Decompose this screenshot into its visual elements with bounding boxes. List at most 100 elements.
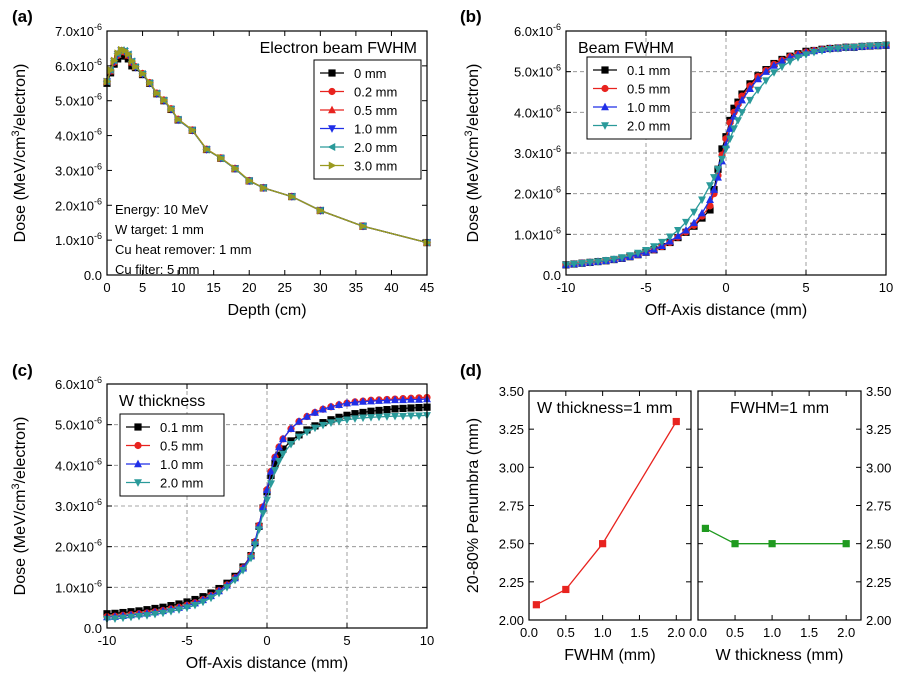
data-point — [786, 58, 794, 66]
data-point — [562, 585, 570, 594]
x-axis-label: W thickness (mm) — [716, 647, 844, 664]
y-tick-label: 7.0x10-6 — [55, 22, 102, 39]
data-point — [407, 412, 415, 421]
subplot-title: FWHM=1 mm — [730, 400, 829, 417]
data-point — [618, 254, 626, 262]
series-line — [536, 421, 677, 606]
x-axis-label: Off-Axis distance (mm) — [645, 302, 807, 319]
data-point — [343, 411, 351, 419]
data-point — [125, 50, 133, 58]
data-point — [698, 208, 706, 217]
data-point — [730, 104, 738, 112]
y-tick-label: 4.0x10-6 — [514, 103, 561, 120]
data-point — [594, 258, 602, 266]
data-point — [335, 413, 343, 421]
y-tick-label-right: 3.25 — [866, 422, 891, 437]
y-axis-label: Dose (MeV/cm3/electron) — [10, 417, 29, 596]
data-point — [359, 414, 367, 423]
data-point — [754, 86, 762, 95]
data-point — [834, 45, 842, 53]
subplot-1: 0.0 0.5 1.0 1.5 2.0 2.00 2.25 2.50 2.75 3.00 3.25 3… — [499, 384, 692, 664]
data-point — [726, 124, 734, 132]
x-tick-label: 20 — [242, 280, 256, 295]
panel-b: (b) -10 -5 0 5 10 0.0 1.0x10-6 2.0x10-6 3.0x10-6 4… — [460, 7, 893, 319]
data-point — [858, 43, 866, 51]
data-point — [690, 208, 698, 217]
data-point — [288, 192, 297, 201]
y-tick-label: 1.0x10-6 — [514, 225, 561, 242]
x-tick-label: -10 — [98, 633, 117, 648]
y-tick-label: 0.0 — [84, 268, 102, 283]
data-point — [570, 260, 578, 269]
data-point — [311, 424, 319, 433]
y-tick-label-right: 3.50 — [866, 384, 891, 399]
data-point — [275, 442, 283, 451]
data-point — [706, 206, 714, 214]
y-axis-label: Dose (MeV/cm3/electron) — [10, 64, 29, 243]
legend-marker — [328, 69, 336, 77]
legend-label: 3.0 mm — [354, 159, 397, 174]
plot-frame — [565, 30, 887, 276]
legend-label: 1.0 mm — [160, 457, 203, 472]
data-point — [610, 255, 618, 264]
legend: 0.1 mm 0.5 mm 1.0 mm 2.0 mm — [586, 56, 692, 140]
y-tick-label: 1.0x10-6 — [55, 231, 102, 248]
data-point — [215, 589, 223, 598]
data-point — [146, 78, 154, 87]
data-point — [682, 225, 690, 234]
data-point — [754, 74, 762, 83]
x-axis-label: Off-Axis distance (mm) — [186, 655, 348, 672]
data-point — [698, 196, 706, 205]
data-point — [279, 434, 287, 443]
data-point — [263, 496, 271, 505]
plot-frame — [697, 390, 862, 621]
chart-title: W thickness — [119, 393, 205, 410]
gridlines — [566, 31, 886, 275]
data-point — [658, 238, 666, 247]
data-point — [359, 397, 367, 405]
data-point — [599, 540, 607, 548]
panel-label: (a) — [12, 7, 33, 26]
data-point — [674, 231, 682, 240]
data-point — [391, 405, 399, 413]
x-tick-label: 0 — [103, 280, 110, 295]
legend-marker — [328, 87, 336, 96]
data-point — [407, 404, 415, 412]
data-point — [383, 413, 391, 421]
legend: 0.1 mm 0.5 mm 1.0 mm 2.0 mm — [119, 413, 225, 497]
data-point — [287, 437, 295, 445]
legend-label: 0.1 mm — [160, 420, 203, 435]
data-point — [642, 246, 650, 255]
x-tick-label: 45 — [420, 280, 434, 295]
data-point — [267, 480, 275, 488]
series-line — [705, 527, 847, 545]
data-point — [399, 412, 407, 421]
data-point — [746, 84, 754, 92]
legend-box — [313, 59, 422, 180]
data-point — [175, 606, 183, 615]
data-point — [731, 540, 739, 548]
data-point — [778, 56, 786, 65]
data-point — [174, 115, 183, 124]
data-point — [167, 608, 175, 616]
legend-label: 2.0 mm — [160, 476, 203, 491]
data-point — [602, 257, 610, 265]
data-point — [189, 126, 197, 134]
data-point — [810, 48, 818, 57]
data-point — [183, 604, 191, 612]
y-tick-label: 2.0x10-6 — [55, 538, 102, 555]
legend-label: 2.0 mm — [354, 140, 397, 155]
legend-marker — [134, 479, 142, 487]
legend-label: 2.0 mm — [627, 119, 670, 134]
data-point — [532, 601, 540, 609]
data-point — [672, 417, 680, 426]
data-point — [319, 404, 327, 413]
data-point — [139, 69, 147, 78]
data-point — [367, 396, 375, 405]
data-point — [132, 62, 140, 71]
chart-title: Beam FWHM — [578, 40, 674, 57]
x-tick-label: 15 — [206, 280, 220, 295]
data-point — [303, 428, 311, 437]
panel-label: (d) — [460, 361, 482, 380]
data-point — [231, 164, 240, 173]
